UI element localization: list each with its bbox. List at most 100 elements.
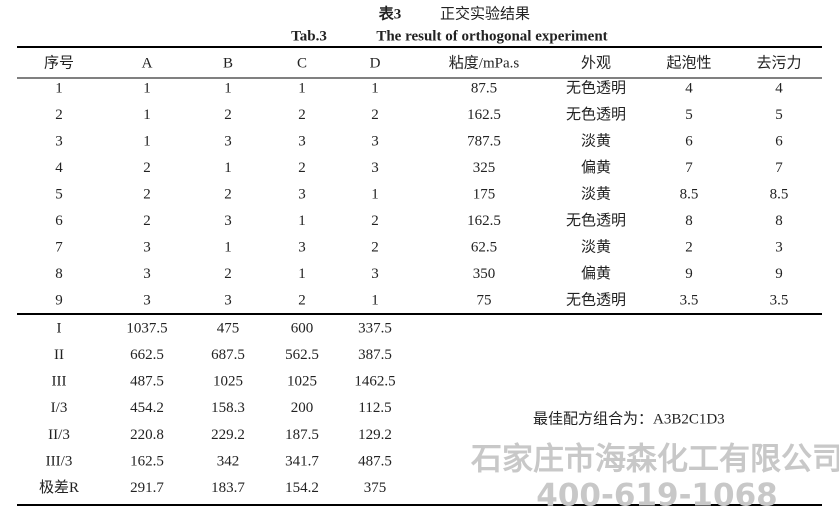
cell: 3 <box>224 213 232 229</box>
cell: 6 <box>775 133 783 149</box>
summary-cell: I <box>57 320 62 336</box>
cell: 3 <box>298 133 306 149</box>
cell: 3.5 <box>770 292 789 308</box>
cell: 5 <box>55 186 63 202</box>
title-en-text: The result of orthogonal experiment <box>376 28 607 44</box>
cell: 4 <box>775 80 783 96</box>
summary-cell: 291.7 <box>130 480 164 496</box>
cell: 2 <box>685 239 693 255</box>
cell: 6 <box>685 133 693 149</box>
cell: 1 <box>298 80 306 96</box>
cell: 7 <box>685 160 693 176</box>
cell: 2 <box>143 186 151 202</box>
title-label: 表3 <box>379 4 402 22</box>
cell: 3 <box>371 133 379 149</box>
cell: 3 <box>298 239 306 255</box>
cell: 2 <box>224 186 232 202</box>
cell: 3 <box>143 239 151 255</box>
cell: 2 <box>298 160 306 176</box>
cell: 偏黄 <box>581 159 611 176</box>
summary-cell: 387.5 <box>358 347 392 363</box>
summary-cell: 1025 <box>287 374 317 390</box>
cell: 8 <box>55 266 63 282</box>
cell: 175 <box>473 186 496 202</box>
cell: 3.5 <box>680 292 699 308</box>
cell: 3 <box>143 266 151 282</box>
cell: 3 <box>224 292 232 308</box>
cell: 3 <box>55 133 63 149</box>
cell: 350 <box>473 266 496 282</box>
cell: 5 <box>775 107 783 123</box>
summary-cell: 183.7 <box>211 480 245 496</box>
cell: 2 <box>224 107 232 123</box>
watermark-company: 石家庄市海森化工有限公司 <box>470 442 839 478</box>
cell: 8 <box>775 213 783 229</box>
summary-cell: 487.5 <box>358 453 392 469</box>
summary-cell: 662.5 <box>130 347 164 363</box>
summary-cell: 1462.5 <box>354 374 395 390</box>
cell: 3 <box>298 186 306 202</box>
summary-cell: I/3 <box>51 400 68 416</box>
summary-cell: 562.5 <box>285 347 319 363</box>
header-cell: D <box>370 55 381 71</box>
summary-cell: 375 <box>364 480 387 496</box>
summary-cell: 337.5 <box>358 320 392 336</box>
cell: 1 <box>298 213 306 229</box>
cell: 8 <box>685 213 693 229</box>
summary-cell: 1025 <box>213 374 243 390</box>
cell: 1 <box>143 133 151 149</box>
cell: 4 <box>685 80 693 96</box>
header-cell: 粘度/mPa.s <box>449 54 520 71</box>
cell: 2 <box>143 160 151 176</box>
summary-cell: 158.3 <box>211 400 245 416</box>
summary-cell: 475 <box>217 320 240 336</box>
cell: 淡黄 <box>581 185 611 202</box>
summary-cell: 162.5 <box>130 453 164 469</box>
cell: 1 <box>224 80 232 96</box>
cell: 1 <box>371 186 379 202</box>
cell: 3 <box>224 133 232 149</box>
cell: 8.5 <box>680 186 699 202</box>
cell: 1 <box>298 266 306 282</box>
cell: 1 <box>224 239 232 255</box>
summary-cell: 极差R <box>39 479 79 496</box>
summary-cell: 600 <box>291 320 314 336</box>
summary-cell: II <box>54 347 64 363</box>
header-cell: 起泡性 <box>666 54 711 71</box>
cell: 无色透明 <box>566 212 626 229</box>
summary-cell: 187.5 <box>285 427 319 443</box>
cell: 3 <box>371 266 379 282</box>
cell: 2 <box>224 266 232 282</box>
header-cell: C <box>297 55 307 71</box>
cell: 1 <box>143 80 151 96</box>
summary-cell: 220.8 <box>130 427 164 443</box>
cell: 1 <box>224 160 232 176</box>
cell: 无色透明 <box>566 106 626 123</box>
cell: 2 <box>371 213 379 229</box>
cell: 9 <box>775 266 783 282</box>
cell: 淡黄 <box>581 238 611 255</box>
summary-cell: 112.5 <box>358 400 391 416</box>
cell: 9 <box>55 292 63 308</box>
cell: 2 <box>55 107 63 123</box>
cell: 3 <box>371 160 379 176</box>
summary-cell: 687.5 <box>211 347 245 363</box>
header-cell: 序号 <box>44 54 74 71</box>
cell: 2 <box>143 213 151 229</box>
summary-cell: III/3 <box>46 453 73 469</box>
cell: 1 <box>371 80 379 96</box>
watermark-phone: 400-619-1068 <box>536 478 777 514</box>
header-cell: 去污力 <box>756 54 801 71</box>
cell: 1 <box>55 80 63 96</box>
summary-cell: 129.2 <box>358 427 392 443</box>
cell: 87.5 <box>471 80 497 96</box>
cell: 2 <box>298 107 306 123</box>
header-cell: B <box>223 55 233 71</box>
summary-cell: 454.2 <box>130 400 164 416</box>
cell: 325 <box>473 160 496 176</box>
cell: 1 <box>371 292 379 308</box>
cell: 2 <box>371 107 379 123</box>
summary-cell: 1037.5 <box>126 320 167 336</box>
cell: 2 <box>298 292 306 308</box>
